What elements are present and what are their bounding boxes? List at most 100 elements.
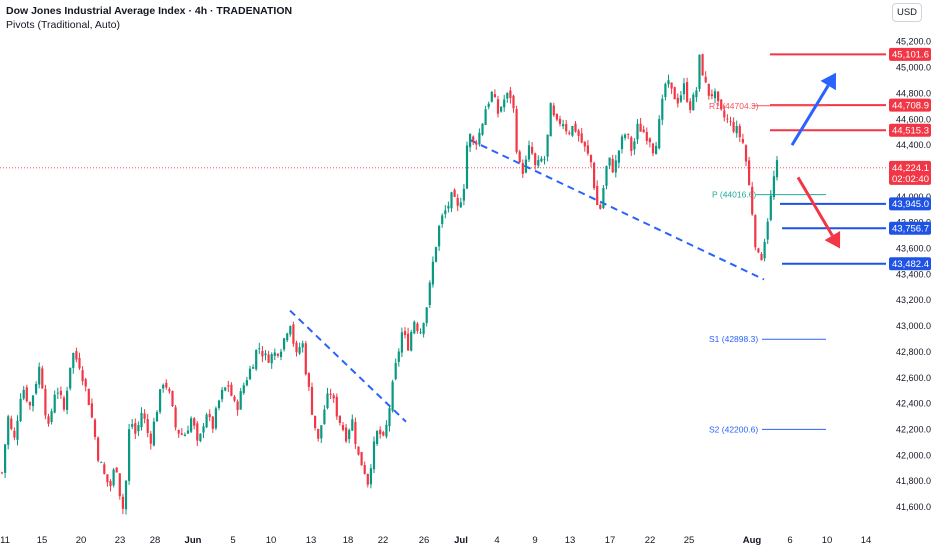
level-price-badge bbox=[889, 221, 931, 235]
candle-body bbox=[593, 162, 596, 189]
candle-body bbox=[81, 370, 84, 382]
time-tick-label: 9 bbox=[532, 535, 537, 546]
candle-body bbox=[183, 434, 186, 437]
candle-body bbox=[180, 433, 183, 435]
candle-body bbox=[431, 261, 434, 285]
candle-body bbox=[462, 188, 465, 201]
candle-body bbox=[93, 419, 97, 437]
candle-body bbox=[227, 385, 230, 387]
candle-body bbox=[292, 324, 295, 344]
candle-body bbox=[279, 351, 283, 357]
candle-body bbox=[456, 197, 459, 206]
candle-body bbox=[744, 145, 748, 162]
candle-body bbox=[329, 393, 332, 395]
candle-body bbox=[757, 248, 760, 253]
candle-body bbox=[434, 247, 438, 262]
pivot-label: S2 (42200.6) bbox=[709, 424, 758, 434]
candle-body bbox=[100, 462, 103, 464]
price-tick-label: 45,000.0 bbox=[896, 63, 931, 73]
candle-body bbox=[524, 159, 527, 173]
candle-body bbox=[515, 109, 518, 152]
time-tick-label: 13 bbox=[306, 535, 317, 546]
candle-body bbox=[134, 423, 137, 434]
candle-body bbox=[589, 154, 593, 163]
candle-body bbox=[605, 166, 608, 186]
candle-body bbox=[577, 130, 580, 136]
price-tick-label: 41,600.0 bbox=[896, 502, 931, 512]
candle-body bbox=[252, 367, 255, 369]
candle-body bbox=[475, 142, 478, 145]
candle-body bbox=[453, 189, 456, 197]
price-tick-label: 43,400.0 bbox=[896, 269, 931, 279]
candle-body bbox=[596, 185, 599, 206]
candle-body bbox=[673, 87, 676, 100]
level-price-text: 44,708.9 bbox=[892, 100, 929, 111]
candle-body bbox=[751, 186, 754, 215]
candle-body bbox=[676, 97, 679, 104]
pivot-label: R1 (44704.3) bbox=[709, 101, 759, 111]
candle-body bbox=[35, 383, 38, 394]
time-tick-label: 18 bbox=[343, 535, 354, 546]
time-tick-label: 26 bbox=[419, 535, 430, 546]
candle-body bbox=[50, 411, 53, 423]
price-tick-label: 43,600.0 bbox=[896, 244, 931, 254]
time-tick-label: 10 bbox=[822, 535, 833, 546]
candle-body bbox=[143, 413, 146, 419]
time-tick-label: 13 bbox=[565, 535, 576, 546]
current-price-text: 44,224.1 bbox=[892, 163, 929, 174]
time-tick-label: 5 bbox=[230, 535, 235, 546]
candle-body bbox=[84, 379, 87, 387]
candle-body bbox=[47, 416, 50, 424]
candle-body bbox=[25, 387, 28, 402]
candle-body bbox=[53, 394, 56, 413]
chart-header: Dow Jones Industrial Average Index · 4h … bbox=[6, 5, 292, 32]
candle-body bbox=[354, 421, 357, 444]
candle-body bbox=[664, 83, 667, 98]
price-tick-label: 42,600.0 bbox=[896, 373, 931, 383]
candle-body bbox=[760, 253, 763, 261]
candle-body bbox=[338, 415, 341, 423]
candle-body bbox=[531, 146, 534, 154]
symbol-title[interactable]: Dow Jones Industrial Average Index · 4h … bbox=[6, 5, 293, 17]
candle-body bbox=[416, 323, 419, 332]
candle-body bbox=[90, 403, 93, 418]
price-badges: 45,101.6 44,708.9 44,515.3 43,945.0 43,756.7… bbox=[889, 47, 931, 271]
candle-body bbox=[419, 332, 422, 334]
price-tick-label: 42,800.0 bbox=[896, 347, 931, 357]
candle-body bbox=[121, 496, 124, 509]
candle-body bbox=[109, 481, 112, 487]
candle-body bbox=[490, 91, 493, 102]
candle-body bbox=[400, 332, 403, 353]
candle-body bbox=[59, 390, 62, 396]
candle-body bbox=[546, 134, 549, 157]
candle-body bbox=[341, 425, 345, 431]
candle-body bbox=[738, 125, 741, 138]
candle-body bbox=[314, 415, 317, 428]
candle-body bbox=[379, 429, 382, 435]
indicator-label[interactable]: Pivots (Traditional, Auto) bbox=[6, 19, 120, 31]
candle-body bbox=[186, 430, 190, 434]
candle-body bbox=[658, 119, 661, 149]
time-axis[interactable]: 11 15 20 23 28 Jun 5 10 13 18 22 26 Jul 4 9 13 17 22 25 Aug… bbox=[0, 535, 871, 546]
time-tick-label: 4 bbox=[494, 535, 499, 546]
candle-body bbox=[75, 351, 78, 360]
candle-body bbox=[608, 157, 611, 166]
candle-body bbox=[258, 348, 261, 350]
candle-body bbox=[568, 132, 571, 134]
candle-body bbox=[447, 205, 450, 209]
candle-body bbox=[152, 421, 155, 446]
candle-body bbox=[31, 395, 35, 407]
currency-button[interactable]: USD bbox=[892, 3, 922, 22]
time-tick-label: 11 bbox=[0, 535, 10, 546]
candle-body bbox=[534, 153, 537, 166]
candle-body bbox=[41, 368, 44, 389]
candle-body bbox=[283, 338, 286, 350]
candle-body bbox=[741, 139, 744, 143]
level-price-badge bbox=[889, 197, 931, 211]
candle-body bbox=[301, 343, 304, 348]
candle-body bbox=[583, 141, 586, 147]
candle-body bbox=[199, 433, 202, 442]
price-tick-label: 41,800.0 bbox=[896, 476, 931, 486]
